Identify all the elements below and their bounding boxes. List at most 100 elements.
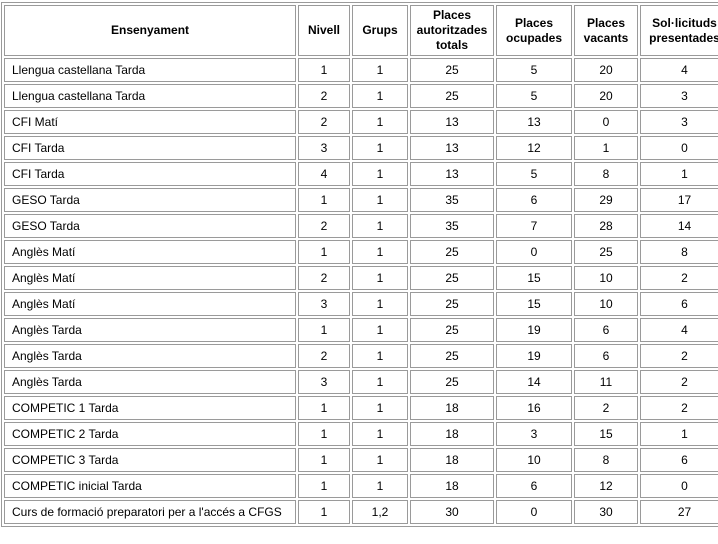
cell-sollicituds: 27 — [640, 500, 718, 524]
cell-places-vacants: 12 — [574, 474, 638, 498]
cell-sollicituds: 4 — [640, 318, 718, 342]
col-header-nivell: Nivell — [298, 5, 350, 56]
cell-nivell: 3 — [298, 136, 350, 160]
table-row: Anglès Tarda 2 1 25 19 6 2 — [4, 344, 718, 368]
cell-places-vacants: 8 — [574, 448, 638, 472]
cell-ensenyament: Anglès Matí — [4, 292, 296, 316]
cell-grups: 1 — [352, 318, 408, 342]
cell-places-vacants: 1 — [574, 136, 638, 160]
cell-places-autoritzades: 13 — [410, 136, 494, 160]
cell-sollicituds: 3 — [640, 84, 718, 108]
cell-ensenyament: GESO Tarda — [4, 214, 296, 238]
cell-places-autoritzades: 25 — [410, 58, 494, 82]
table-row: Anglès Matí 3 1 25 15 10 6 — [4, 292, 718, 316]
table-row: Llengua castellana Tarda 2 1 25 5 20 3 — [4, 84, 718, 108]
cell-ensenyament: COMPETIC 1 Tarda — [4, 396, 296, 420]
table-row: Curs de formació preparatori per a l'acc… — [4, 500, 718, 524]
table-row: Anglès Tarda 3 1 25 14 11 2 — [4, 370, 718, 394]
cell-places-ocupades: 7 — [496, 214, 572, 238]
col-header-places-vacants: Places vacants — [574, 5, 638, 56]
cell-places-vacants: 29 — [574, 188, 638, 212]
cell-sollicituds: 1 — [640, 422, 718, 446]
cell-grups: 1,2 — [352, 500, 408, 524]
cell-places-autoritzades: 25 — [410, 292, 494, 316]
cell-places-ocupades: 19 — [496, 318, 572, 342]
cell-places-ocupades: 5 — [496, 58, 572, 82]
cell-nivell: 2 — [298, 110, 350, 134]
cell-places-ocupades: 0 — [496, 240, 572, 264]
table-body: Llengua castellana Tarda 1 1 25 5 20 4 Llengua … — [4, 58, 718, 524]
cell-sollicituds: 6 — [640, 448, 718, 472]
cell-ensenyament: Llengua castellana Tarda — [4, 84, 296, 108]
table-row: CFI Tarda 3 1 13 12 1 0 — [4, 136, 718, 160]
table-row: GESO Tarda 2 1 35 7 28 14 — [4, 214, 718, 238]
cell-places-vacants: 10 — [574, 292, 638, 316]
col-header-places-ocupades: Places ocupades — [496, 5, 572, 56]
cell-places-vacants: 11 — [574, 370, 638, 394]
cell-places-vacants: 30 — [574, 500, 638, 524]
col-header-ensenyament: Ensenyament — [4, 5, 296, 56]
cell-sollicituds: 14 — [640, 214, 718, 238]
cell-ensenyament: CFI Matí — [4, 110, 296, 134]
table-row: Anglès Tarda 1 1 25 19 6 4 — [4, 318, 718, 342]
cell-sollicituds: 17 — [640, 188, 718, 212]
cell-grups: 1 — [352, 396, 408, 420]
cell-sollicituds: 1 — [640, 162, 718, 186]
table-header: Ensenyament Nivell Grups Places autoritz… — [4, 5, 718, 56]
cell-nivell: 1 — [298, 422, 350, 446]
cell-grups: 1 — [352, 188, 408, 212]
table-row: Llengua castellana Tarda 1 1 25 5 20 4 — [4, 58, 718, 82]
table-row: GESO Tarda 1 1 35 6 29 17 — [4, 188, 718, 212]
cell-grups: 1 — [352, 422, 408, 446]
cell-places-ocupades: 14 — [496, 370, 572, 394]
cell-places-autoritzades: 30 — [410, 500, 494, 524]
cell-places-vacants: 2 — [574, 396, 638, 420]
cell-places-autoritzades: 25 — [410, 266, 494, 290]
table-header-row: Ensenyament Nivell Grups Places autoritz… — [4, 5, 718, 56]
table-row: COMPETIC inicial Tarda 1 1 18 6 12 0 — [4, 474, 718, 498]
cell-nivell: 2 — [298, 84, 350, 108]
cell-grups: 1 — [352, 448, 408, 472]
cell-sollicituds: 0 — [640, 474, 718, 498]
cell-places-autoritzades: 13 — [410, 110, 494, 134]
cell-nivell: 1 — [298, 500, 350, 524]
cell-places-ocupades: 0 — [496, 500, 572, 524]
cell-grups: 1 — [352, 136, 408, 160]
table-row: COMPETIC 3 Tarda 1 1 18 10 8 6 — [4, 448, 718, 472]
cell-nivell: 2 — [298, 214, 350, 238]
cell-places-ocupades: 5 — [496, 84, 572, 108]
cell-grups: 1 — [352, 474, 408, 498]
cell-ensenyament: COMPETIC 2 Tarda — [4, 422, 296, 446]
cell-nivell: 1 — [298, 240, 350, 264]
cell-places-autoritzades: 18 — [410, 474, 494, 498]
cell-nivell: 1 — [298, 58, 350, 82]
cell-places-vacants: 20 — [574, 84, 638, 108]
cell-places-ocupades: 6 — [496, 474, 572, 498]
cell-places-vacants: 6 — [574, 318, 638, 342]
cell-grups: 1 — [352, 292, 408, 316]
cell-places-ocupades: 12 — [496, 136, 572, 160]
places-enrollment-table: Ensenyament Nivell Grups Places autoritz… — [1, 2, 718, 527]
cell-places-ocupades: 19 — [496, 344, 572, 368]
table-row: COMPETIC 2 Tarda 1 1 18 3 15 1 — [4, 422, 718, 446]
cell-grups: 1 — [352, 240, 408, 264]
cell-ensenyament: Anglès Matí — [4, 240, 296, 264]
cell-ensenyament: COMPETIC 3 Tarda — [4, 448, 296, 472]
cell-grups: 1 — [352, 344, 408, 368]
cell-grups: 1 — [352, 58, 408, 82]
cell-places-vacants: 28 — [574, 214, 638, 238]
cell-ensenyament: CFI Tarda — [4, 136, 296, 160]
cell-sollicituds: 2 — [640, 370, 718, 394]
col-header-places-autoritzades: Places autoritzades totals — [410, 5, 494, 56]
col-header-grups: Grups — [352, 5, 408, 56]
cell-sollicituds: 2 — [640, 396, 718, 420]
cell-places-autoritzades: 18 — [410, 396, 494, 420]
cell-nivell: 1 — [298, 474, 350, 498]
cell-grups: 1 — [352, 266, 408, 290]
cell-sollicituds: 3 — [640, 110, 718, 134]
cell-ensenyament: CFI Tarda — [4, 162, 296, 186]
cell-places-autoritzades: 18 — [410, 422, 494, 446]
cell-places-autoritzades: 25 — [410, 84, 494, 108]
cell-places-ocupades: 16 — [496, 396, 572, 420]
